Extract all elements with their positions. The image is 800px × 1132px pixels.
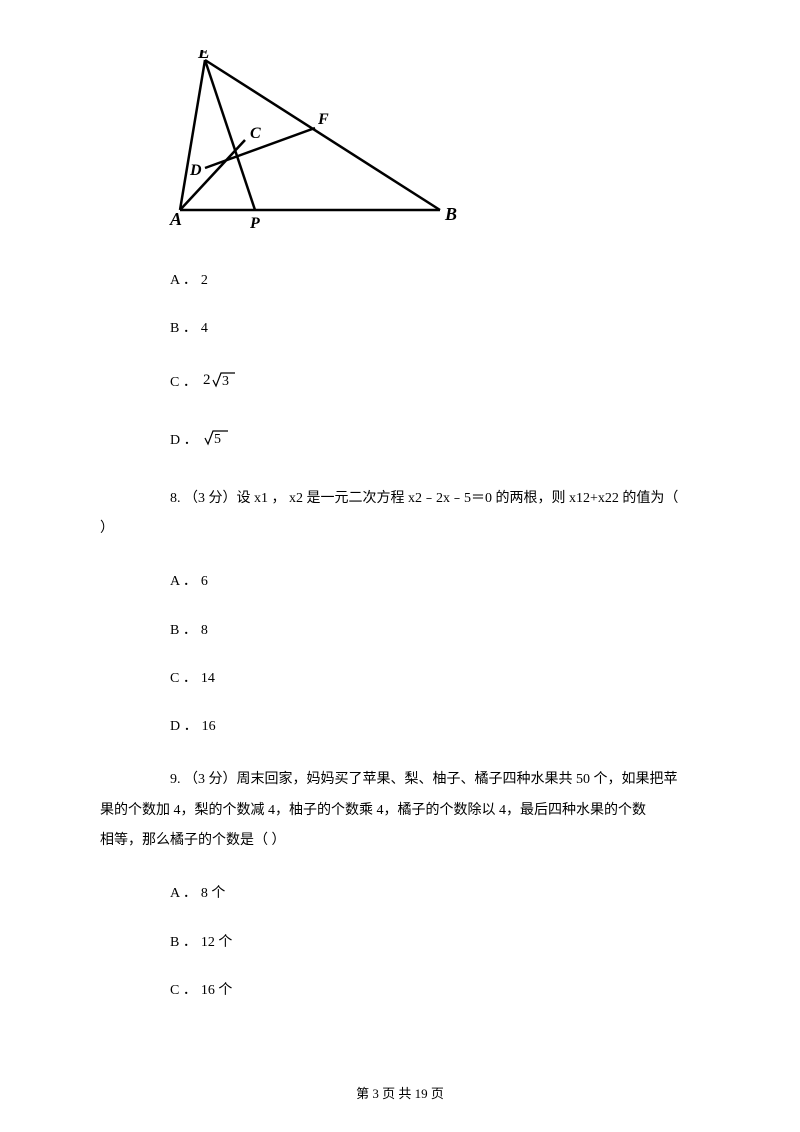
q9-option-B: B ． 12 个 (170, 932, 730, 954)
q9-line1: 9. （3 分）周末回家，妈妈买了苹果、梨、柚子、橘子四种水果共 50 个，如果… (170, 765, 730, 796)
svg-text:2: 2 (203, 372, 211, 388)
option-label: A ． (170, 571, 197, 593)
label-C: C (250, 125, 261, 142)
triangle-diagram-svg: E C F D A P B (150, 50, 470, 235)
geometric-diagram: E C F D A P B (150, 50, 730, 240)
option-label: D ． (170, 430, 198, 452)
q8-text-line1: 8. （3 分）设 x1 ， x2 是一元二次方程 x2﹣2x﹣5＝0 的两根，… (170, 484, 730, 515)
q8-option-A: A ． 6 (170, 571, 730, 593)
option-label: D ． (170, 716, 198, 738)
option-value: 2 (201, 270, 208, 292)
page-footer: 第 3 页 共 19 页 (0, 1083, 800, 1102)
option-value: 4 (201, 318, 208, 340)
option-value: 14 (201, 668, 215, 690)
question-8: 8. （3 分）设 x1 ， x2 是一元二次方程 x2﹣2x﹣5＝0 的两根，… (70, 484, 730, 546)
option-value: 12 个 (201, 932, 233, 954)
option-value: 16 个 (201, 980, 233, 1002)
q9-line2: 果的个数加 4，梨的个数减 4，柚子的个数乘 4，橘子的个数除以 4，最后四种水… (100, 796, 730, 827)
option-label: C ． (170, 668, 197, 690)
q8-text-line2: ） (100, 514, 730, 545)
option-label: A ． (170, 883, 197, 905)
q7-option-D: D ． 5 (170, 425, 730, 457)
option-value-math: 2 3 (201, 367, 237, 399)
q9-option-C: C ． 16 个 (170, 980, 730, 1002)
label-B: B (444, 204, 457, 224)
label-P: P (249, 215, 260, 232)
label-E: E (197, 50, 210, 62)
option-value: 8 个 (201, 883, 226, 905)
q7-option-C: C ． 2 3 (170, 367, 730, 399)
label-D: D (189, 162, 202, 179)
question-9: 9. （3 分）周末回家，妈妈买了苹果、梨、柚子、橘子四种水果共 50 个，如果… (70, 765, 730, 857)
q8-option-D: D ． 16 (170, 716, 730, 738)
svg-text:3: 3 (222, 374, 229, 389)
q9-line3: 相等，那么橘子的个数是（ ） (100, 826, 730, 857)
q8-option-B: B ． 8 (170, 620, 730, 642)
option-value: 16 (202, 716, 216, 738)
option-label: B ． (170, 318, 197, 340)
option-label: C ． (170, 980, 197, 1002)
option-value: 6 (201, 571, 208, 593)
option-value: 8 (201, 620, 208, 642)
option-label: A ． (170, 270, 197, 292)
q7-option-B: B ． 4 (170, 318, 730, 340)
q9-option-A: A ． 8 个 (170, 883, 730, 905)
option-label: B ． (170, 620, 197, 642)
svg-text:5: 5 (214, 432, 221, 447)
option-value-math: 5 (202, 425, 232, 457)
page-number: 第 3 页 共 19 页 (356, 1086, 444, 1101)
q7-option-A: A ． 2 (170, 270, 730, 292)
label-A: A (169, 209, 182, 229)
option-label: B ． (170, 932, 197, 954)
label-F: F (317, 111, 329, 128)
q8-option-C: C ． 14 (170, 668, 730, 690)
option-label: C ． (170, 372, 197, 394)
